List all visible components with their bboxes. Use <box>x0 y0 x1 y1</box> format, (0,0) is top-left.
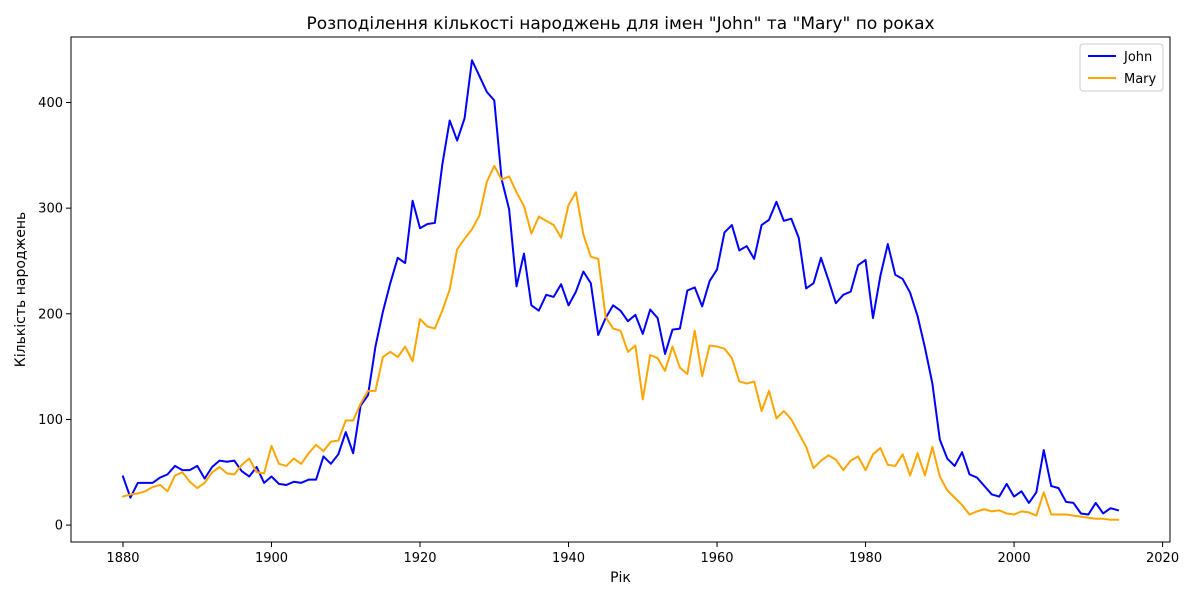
x-tick-label: 1960 <box>700 551 733 566</box>
x-tick-label: 1920 <box>403 551 436 566</box>
plot-area-frame <box>70 36 1171 543</box>
chart-title: Розподілення кількості народжень для іме… <box>306 14 934 34</box>
series-line-john <box>121 59 1120 516</box>
y-axis-title: Кількість народжень <box>13 212 29 367</box>
x-tick-label: 1880 <box>106 551 139 566</box>
x-tick-label: 2020 <box>1146 551 1179 566</box>
x-tick-label: 1900 <box>255 551 288 566</box>
series-line-mary <box>121 164 1120 521</box>
y-tick-label: 400 <box>38 96 63 111</box>
y-tick-label: 200 <box>38 307 63 322</box>
x-axis-title: Рік <box>610 570 631 586</box>
legend-label-mary: Mary <box>1124 72 1157 87</box>
y-tick-label: 300 <box>38 202 63 217</box>
x-tick-label: 2000 <box>998 551 1031 566</box>
x-tick-label: 1980 <box>849 551 882 566</box>
legend: John Mary <box>1079 43 1164 92</box>
y-tick-label: 100 <box>38 413 63 428</box>
x-tick-label: 1940 <box>552 551 585 566</box>
y-tick-label: 0 <box>55 519 63 534</box>
legend-label-john: John <box>1123 50 1152 65</box>
